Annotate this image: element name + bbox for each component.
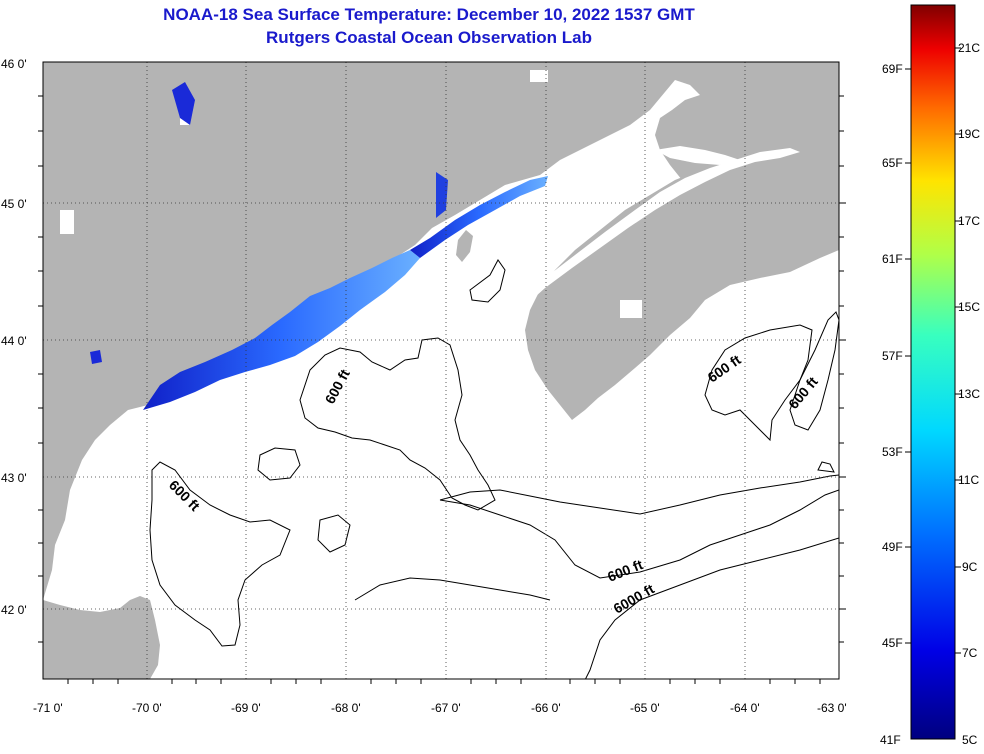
colorbar-label-f: 69F — [882, 62, 903, 76]
land-cape-cod — [43, 596, 160, 679]
colorbar-label-c: 9C — [962, 560, 978, 574]
colorbar-label-c: 13C — [958, 387, 980, 401]
lat-tick-label: 42 0' — [1, 603, 27, 617]
colorbar-label-c: 17C — [958, 214, 980, 228]
colorbar-label-c: 19C — [958, 127, 980, 141]
lake — [620, 300, 642, 318]
sst-data-upper-coast — [410, 176, 548, 258]
lat-tick-label: 43 0' — [1, 471, 27, 485]
island-grand-manan — [456, 230, 473, 262]
colorbar-label-f: 61F — [882, 252, 903, 266]
graticule — [43, 62, 839, 679]
sst-data-inland-patch — [172, 82, 195, 125]
colorbar-label-f: 53F — [882, 445, 903, 459]
lon-tick-label: -69 0' — [231, 701, 261, 715]
colorbar-label-c: 5C — [962, 733, 978, 747]
lat-tick-label: 46 0' — [1, 57, 27, 71]
colorbar-label-c: 21C — [958, 41, 980, 55]
colorbar-label-c: 7C — [962, 646, 978, 660]
map-subtitle: Rutgers Coastal Ocean Observation Lab — [266, 28, 592, 47]
bathymetry-contours — [149, 259, 839, 679]
colorbar-label-c: 11C — [958, 473, 979, 487]
lake — [530, 70, 548, 82]
lon-minor-ticks — [67, 679, 821, 684]
lon-tick-label: -65 0' — [630, 701, 660, 715]
colorbar-label-f: 65F — [882, 156, 903, 170]
sst-data-coastal-maine — [143, 250, 420, 410]
lon-tick-label: -66 0' — [531, 701, 561, 715]
lon-tick-label: -63 0' — [817, 701, 847, 715]
colorbar-ticks — [905, 47, 961, 654]
lat-tick-label: 45 0' — [1, 197, 27, 211]
lat-tick-label: 44 0' — [1, 334, 27, 348]
lon-tick-label: -71 0' — [33, 701, 63, 715]
colorbar-label-f: 45F — [882, 636, 903, 650]
map-title: NOAA-18 Sea Surface Temperature: Decembe… — [163, 5, 695, 24]
land-maine-newbrunswick — [43, 62, 839, 600]
colorbar-label-f: 57F — [882, 349, 903, 363]
colorbar-label-c: 15C — [958, 300, 980, 314]
lake — [60, 210, 74, 234]
lat-minor-ticks — [38, 95, 846, 643]
plot-frame — [42, 61, 840, 680]
sst-data-inland-patch — [90, 350, 102, 364]
colorbar-label-f: 49F — [882, 540, 903, 554]
lon-tick-label: -68 0' — [331, 701, 361, 715]
land-nova-scotia — [525, 150, 839, 420]
colorbar — [910, 4, 956, 740]
sst-data-inland-patch — [436, 172, 448, 218]
lon-tick-label: -67 0' — [431, 701, 461, 715]
colorbar-label-f: 41F — [880, 733, 901, 747]
lon-tick-label: -70 0' — [132, 701, 162, 715]
lon-tick-label: -64 0' — [730, 701, 760, 715]
minas-basin — [655, 146, 740, 165]
